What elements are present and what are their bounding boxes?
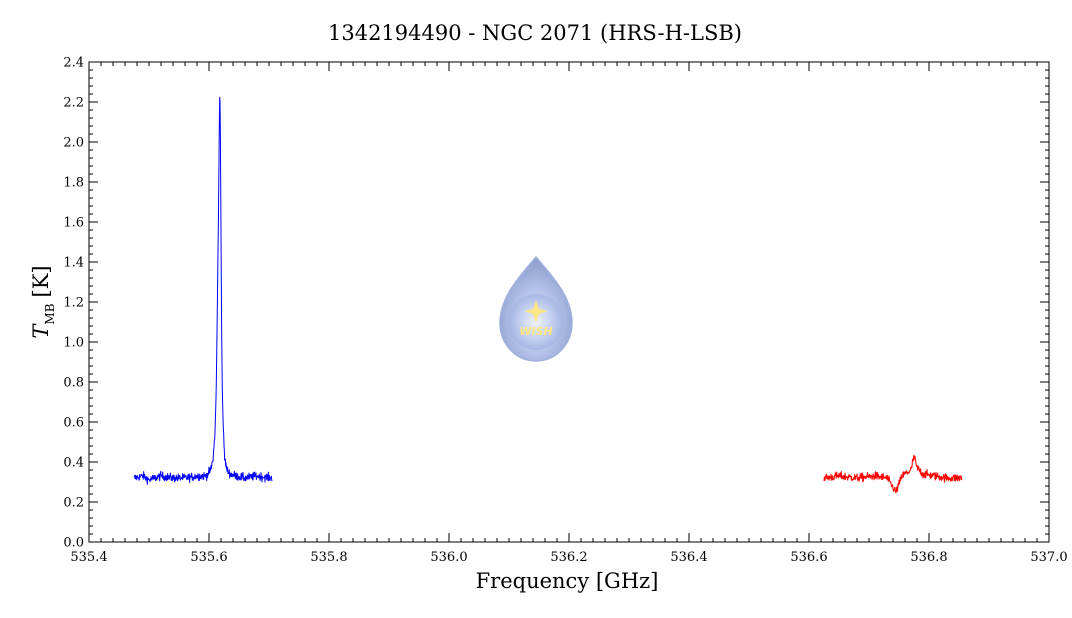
y-axis-unit: [K] bbox=[29, 265, 53, 297]
y-tick-label: 1.2 bbox=[63, 296, 84, 311]
y-axis-label: TMB [K] bbox=[29, 265, 57, 338]
logo-text: WISH bbox=[519, 325, 552, 338]
y-tick-label: 0.0 bbox=[63, 536, 84, 551]
y-tick-label: 0.6 bbox=[63, 416, 84, 431]
x-tick-label: 535.4 bbox=[70, 550, 107, 565]
x-tick-label: 536.4 bbox=[670, 550, 707, 565]
x-tick-label: 535.6 bbox=[190, 550, 227, 565]
y-tick-label: 2.2 bbox=[63, 96, 84, 111]
y-tick-label: 2.0 bbox=[63, 136, 84, 151]
star-icon bbox=[524, 300, 548, 323]
y-tick-label: 1.8 bbox=[63, 176, 84, 191]
y-axis-symbol: T bbox=[29, 323, 53, 339]
y-axis-subscript: MB bbox=[43, 303, 57, 324]
x-axis-label: Frequency [GHz] bbox=[476, 569, 659, 593]
y-tick-label: 0.8 bbox=[63, 376, 84, 391]
y-tick-label: 1.0 bbox=[63, 336, 84, 351]
y-tick-label: 0.4 bbox=[63, 456, 84, 471]
y-tick-label: 2.4 bbox=[63, 56, 84, 71]
series-line-1 bbox=[133, 96, 273, 485]
y-tick-label: 0.2 bbox=[63, 496, 84, 511]
x-tick-label: 536.8 bbox=[910, 550, 947, 565]
x-tick-label: 536.2 bbox=[550, 550, 587, 565]
wish-logo: WISH bbox=[499, 255, 573, 362]
x-tick-label: 536.6 bbox=[790, 550, 827, 565]
svg-text:TMB[K]: TMB [K] bbox=[29, 265, 57, 338]
x-tick-labels: 535.4 535.6 535.8 536.0 536.2 536.4 536.6 536.8… bbox=[70, 550, 1067, 565]
y-tick-label: 1.4 bbox=[63, 256, 84, 271]
x-tick-label: 535.8 bbox=[310, 550, 347, 565]
x-tick-label: 536.0 bbox=[430, 550, 467, 565]
tick-layer bbox=[88, 61, 1050, 543]
y-tick-label: 1.6 bbox=[63, 216, 84, 231]
y-tick-labels: 0.0 0.2 0.4 0.6 0.8 1.0 1.2 1.4 1.6 1.8 2.0 2.2 2.4 bbox=[63, 56, 84, 551]
x-tick-label: 537.0 bbox=[1030, 550, 1067, 565]
series-line-2 bbox=[823, 454, 963, 494]
chart-title: 1342194490 - NGC 2071 (HRS-H-LSB) bbox=[328, 21, 742, 45]
series-layer bbox=[133, 96, 963, 494]
plot-frame bbox=[88, 61, 1050, 543]
